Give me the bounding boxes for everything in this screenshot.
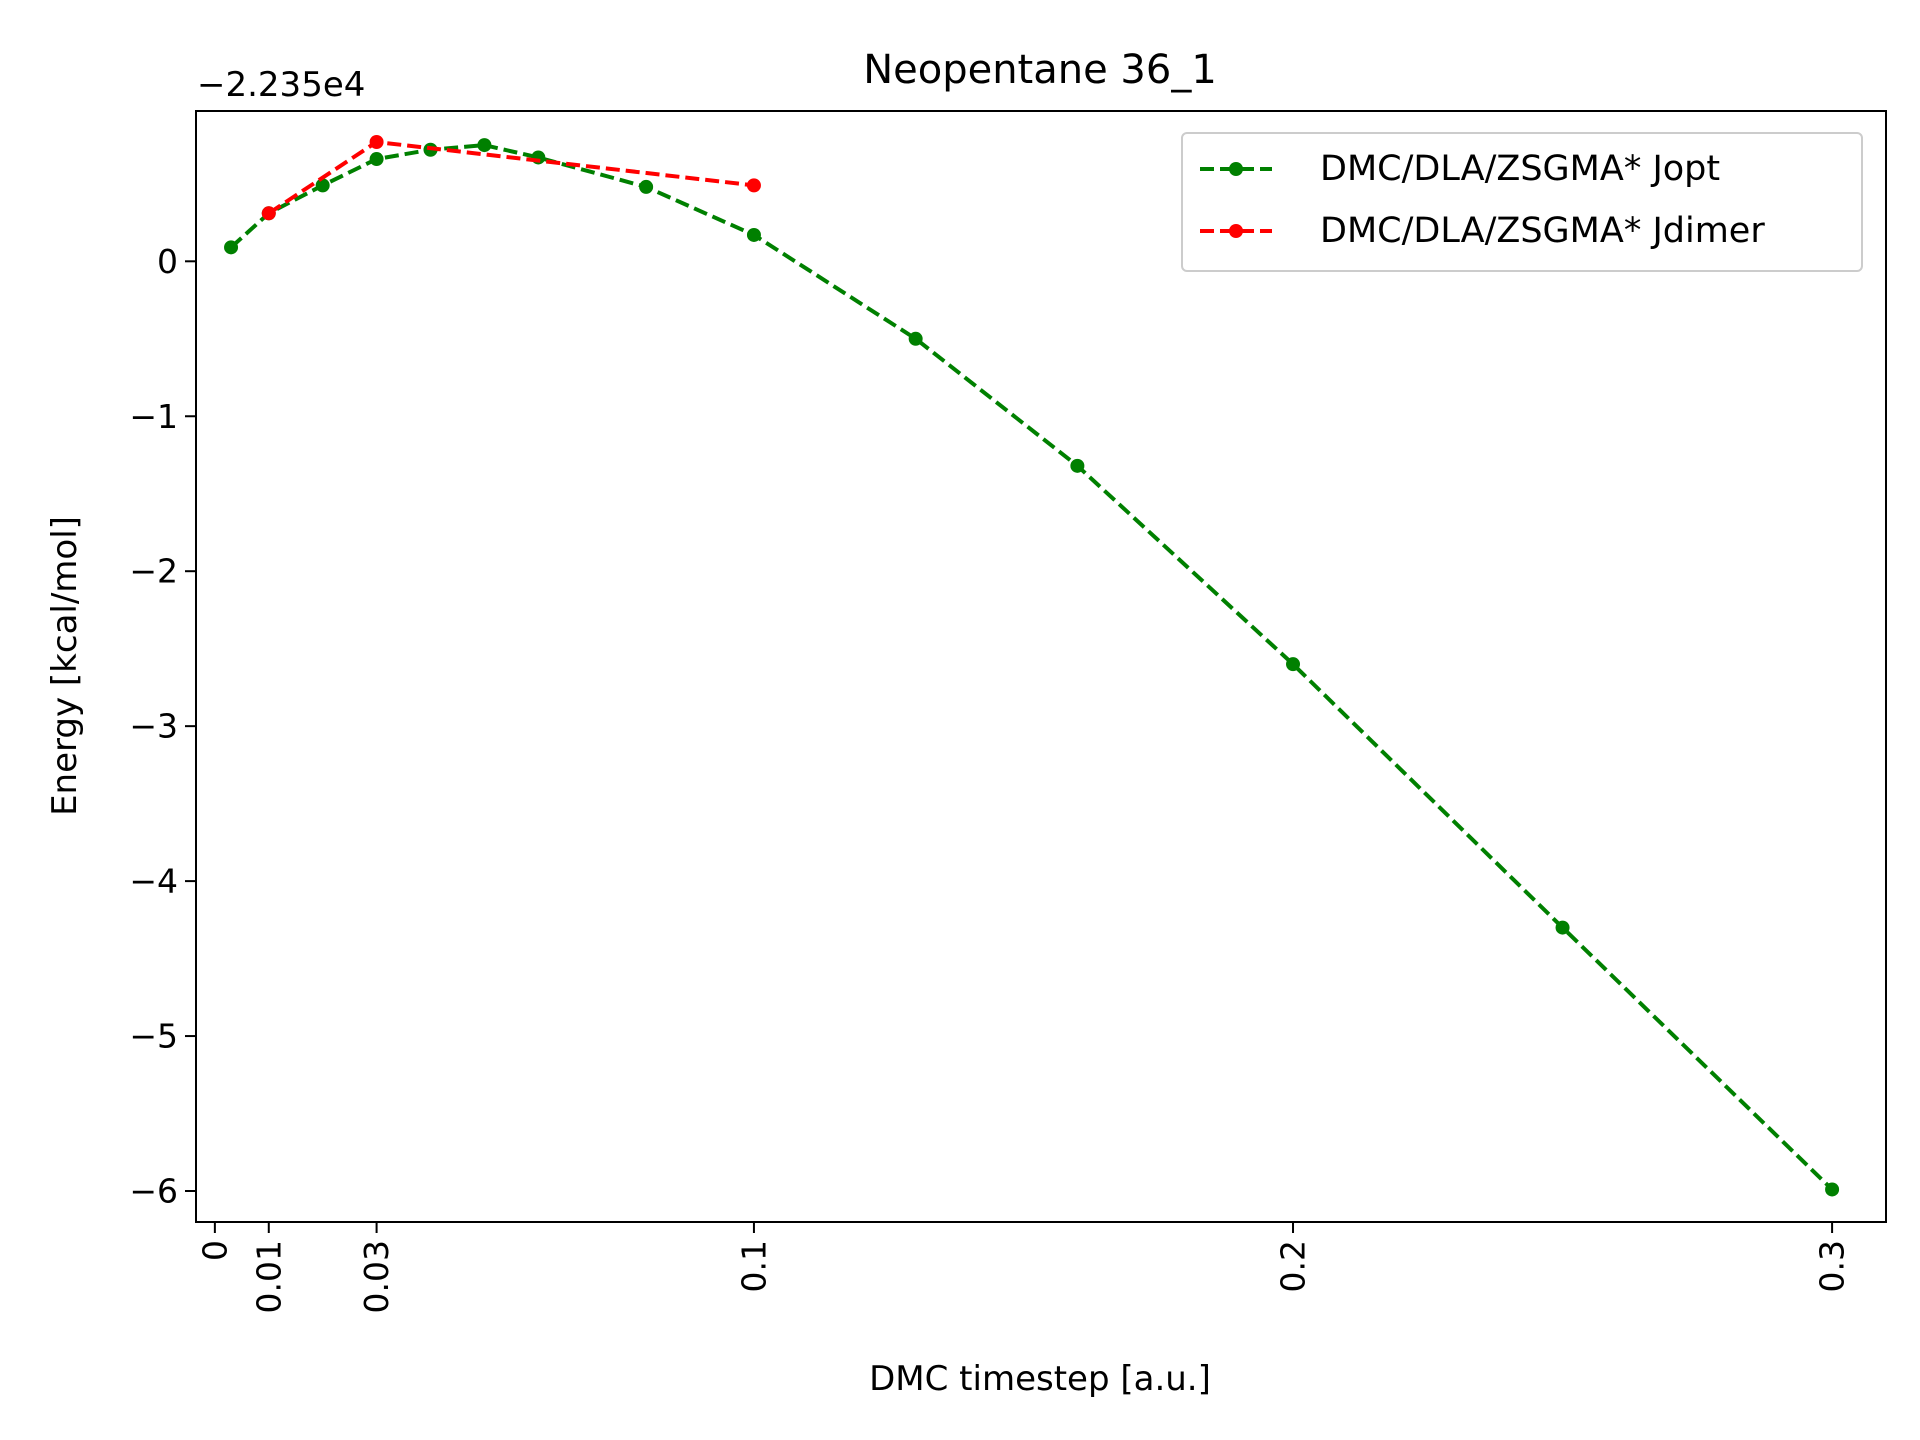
y-axis-offset-label: −2.235e4 <box>197 65 365 105</box>
y-tick-label: 0 <box>157 242 178 281</box>
data-point <box>908 331 923 346</box>
data-point <box>746 178 761 193</box>
data-point <box>315 178 330 193</box>
data-point <box>369 134 384 149</box>
data-point <box>1825 1182 1840 1197</box>
data-point <box>746 227 761 242</box>
y-tick-label: −2 <box>129 552 178 591</box>
y-tick-label: −1 <box>129 397 178 436</box>
data-point <box>369 152 384 167</box>
legend-label: DMC/DLA/ZSGMA* Jopt <box>1320 149 1720 189</box>
x-tick-label: 0.2 <box>1274 1240 1313 1292</box>
legend-box <box>1181 132 1863 272</box>
data-point <box>261 206 276 221</box>
series-jdimer <box>261 134 761 221</box>
legend-swatch-marker <box>1229 162 1243 176</box>
y-axis-title: Energy [kcal/mol] <box>45 516 85 816</box>
data-point <box>1286 657 1301 672</box>
data-point <box>477 138 492 153</box>
plot-area-frame <box>195 110 1887 1223</box>
y-tick-label: −5 <box>129 1017 178 1056</box>
y-tick-label: −6 <box>129 1172 178 1211</box>
x-tick-label: 0.1 <box>734 1240 773 1292</box>
x-tick-label: 0.03 <box>357 1240 396 1313</box>
y-tick-label: −4 <box>129 862 178 901</box>
data-point <box>1070 458 1085 473</box>
x-tick-label: 0.01 <box>249 1240 288 1313</box>
x-axis: 0 0.01 0.03 0.1 0.2 0.3 <box>195 1222 1852 1313</box>
chart-title: Neopentane 36_1 <box>863 47 1217 93</box>
series-line <box>229 143 1834 1191</box>
x-axis-title: DMC timestep [a.u.] <box>869 1359 1211 1399</box>
y-tick-label: −3 <box>129 707 178 746</box>
series-layer <box>224 134 1840 1197</box>
legend: DMC/DLA/ZSGMA* Jopt DMC/DLA/ZSGMA* Jdimer <box>1181 132 1863 272</box>
legend-swatch-marker <box>1229 224 1243 238</box>
data-point <box>639 179 654 194</box>
y-axis: 0 −1 −2 −3 −4 −5 −6 <box>129 242 196 1211</box>
legend-label: DMC/DLA/ZSGMA* Jdimer <box>1320 211 1765 251</box>
data-point <box>224 240 239 255</box>
x-tick-label: 0.3 <box>1813 1240 1852 1292</box>
series-jopt <box>224 138 1840 1197</box>
data-point <box>1555 920 1570 935</box>
x-tick-label: 0 <box>195 1240 234 1261</box>
